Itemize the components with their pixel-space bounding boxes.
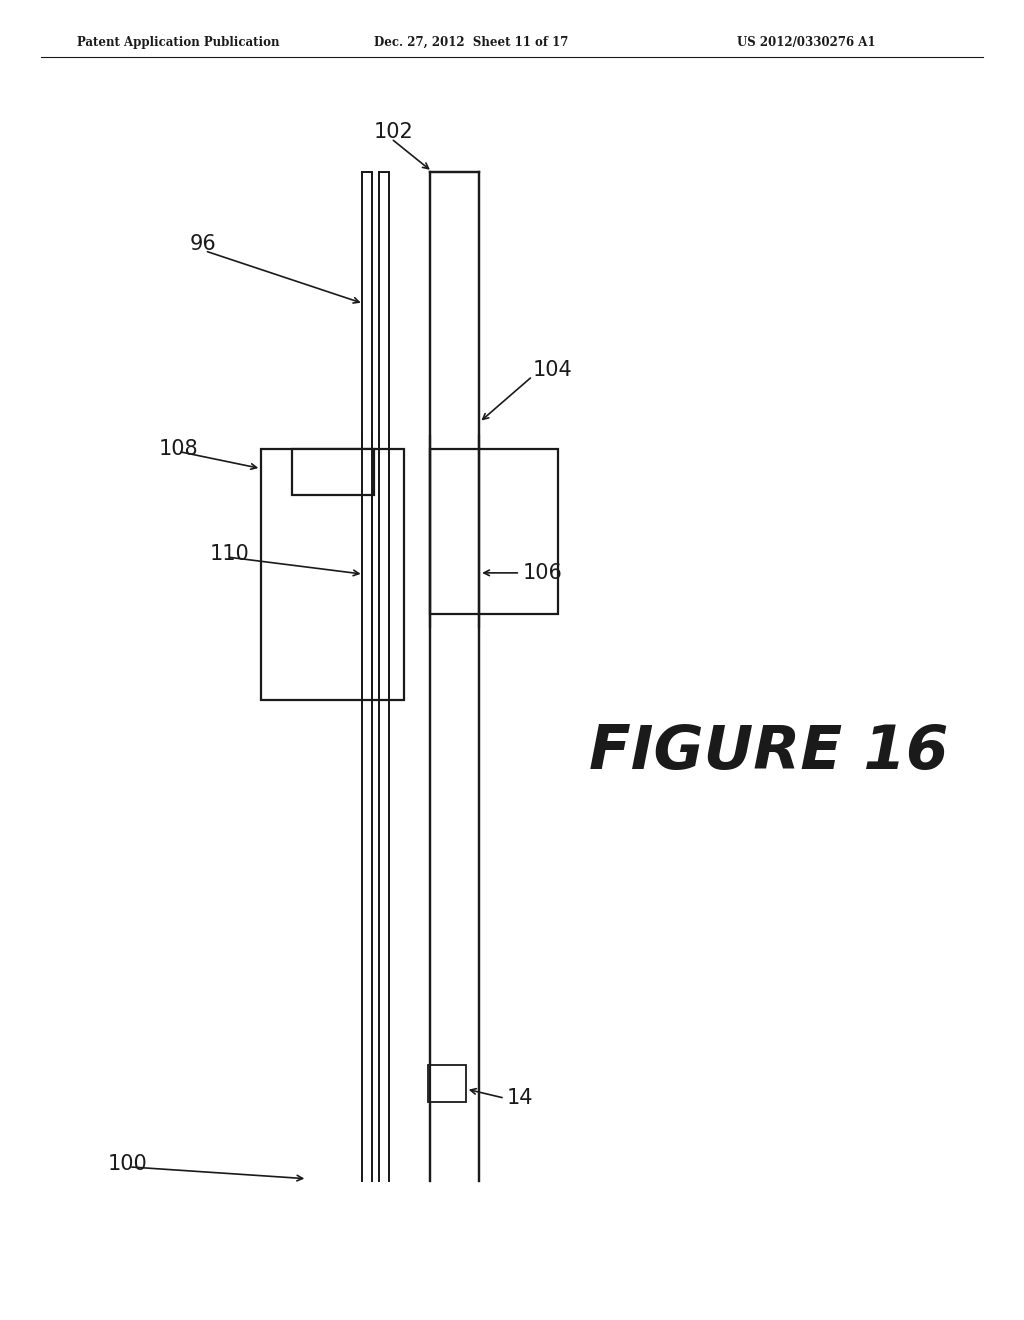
- Text: US 2012/0330276 A1: US 2012/0330276 A1: [737, 36, 876, 49]
- Text: 104: 104: [532, 359, 572, 380]
- Text: 106: 106: [522, 562, 562, 583]
- Bar: [261, 449, 404, 700]
- Text: 96: 96: [189, 234, 216, 255]
- Text: 102: 102: [374, 121, 414, 143]
- Text: 110: 110: [210, 544, 250, 565]
- Bar: [428, 1065, 466, 1102]
- Text: 100: 100: [108, 1154, 147, 1175]
- Text: Dec. 27, 2012  Sheet 11 of 17: Dec. 27, 2012 Sheet 11 of 17: [374, 36, 568, 49]
- Bar: [292, 449, 374, 495]
- Text: FIGURE 16: FIGURE 16: [589, 723, 948, 781]
- Text: Patent Application Publication: Patent Application Publication: [77, 36, 280, 49]
- Text: 14: 14: [507, 1088, 534, 1109]
- Bar: [430, 449, 558, 614]
- Text: 108: 108: [159, 438, 199, 459]
